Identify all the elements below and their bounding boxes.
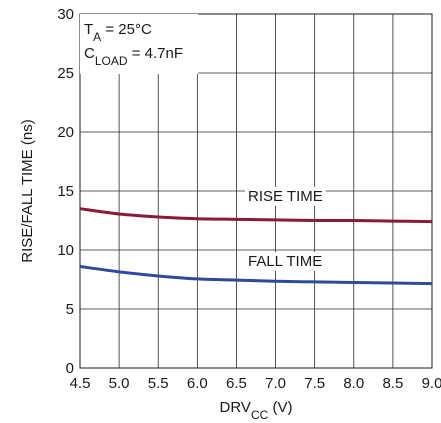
series-group	[79, 207, 433, 286]
x-tick-label: 5.5	[148, 375, 169, 392]
x-tick-label: 7.0	[265, 375, 286, 392]
x-tick-label: 9.0	[422, 375, 441, 392]
rise-time-label-bg	[245, 187, 326, 206]
rise-time-line	[79, 207, 433, 224]
x-tick-labels: 4.5 5.0 5.5 6.0 6.5 7.0 7.5 8.0 8.5 9.0	[70, 375, 441, 392]
x-tick-label: 6.0	[187, 375, 208, 392]
y-tick-labels: 0 5 10 15 20 25 30	[57, 6, 74, 377]
x-tick-label: 5.0	[109, 375, 130, 392]
y-tick-label: 25	[57, 65, 74, 82]
fall-time-label-bg	[245, 252, 326, 271]
y-tick-label: 10	[57, 242, 74, 259]
y-axis-label: RISE/FALL TIME (ns)	[19, 119, 36, 262]
plot-frame	[79, 13, 433, 369]
condition-ta: TA = 25°C	[84, 21, 152, 44]
conditions-box	[80, 14, 198, 74]
x-tick-label: 6.5	[226, 375, 247, 392]
y-tick-label: 15	[57, 183, 74, 200]
y-tick-label: 20	[57, 124, 74, 141]
y-tick-label: 30	[57, 6, 74, 23]
fall-time-label: FALL TIME	[248, 253, 322, 270]
x-tick-label: 4.5	[70, 375, 91, 392]
rise-time-label: RISE TIME	[248, 188, 323, 205]
x-tick-label: 8.5	[382, 375, 403, 392]
x-tick-label: 8.0	[343, 375, 364, 392]
y-tick-label: 0	[66, 360, 74, 377]
y-tick-label: 5	[66, 301, 74, 318]
x-axis-label: DRVCC (V)	[220, 399, 293, 422]
x-tick-label: 7.5	[304, 375, 325, 392]
fall-time-line	[79, 265, 433, 286]
condition-cload: CLOAD = 4.7nF	[84, 45, 183, 68]
